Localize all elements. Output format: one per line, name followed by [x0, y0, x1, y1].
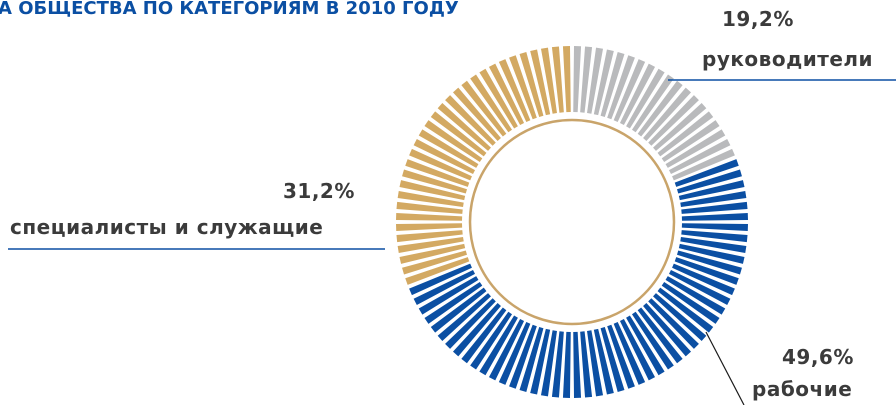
slice [409, 159, 748, 398]
category-label: специалисты и служащие [10, 215, 323, 239]
value-label: 31,2% [283, 179, 355, 203]
donut [396, 46, 748, 398]
value-label: 49,6% [782, 345, 854, 369]
value-label: 19,2% [722, 7, 794, 31]
slice [573, 46, 735, 181]
category-label: рабочие [752, 377, 852, 401]
chart-title: А ОБЩЕСТВА ПО КАТЕГОРИЯМ В 2010 ГОДУ [0, 0, 459, 19]
inner-ring [468, 118, 676, 326]
leader-line [705, 331, 745, 405]
slice [396, 46, 571, 285]
category-label: руководители [702, 47, 873, 71]
